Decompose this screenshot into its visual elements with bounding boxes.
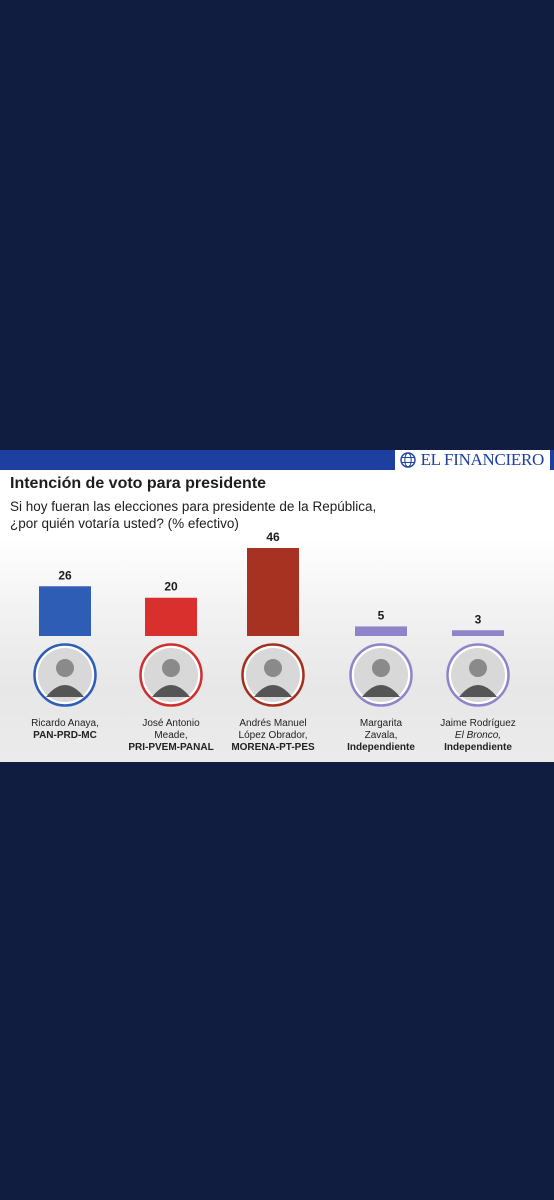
header-bar: EL FINANCIERO — [0, 450, 554, 470]
candidate-label-meade: José Antonio Meade, PRI-PVEM-PANAL — [128, 718, 214, 753]
bar-chart: 26 20 46 5 3 — [33, 530, 510, 707]
value-label-rodriguez: 3 — [475, 612, 482, 626]
subtitle-line-2: ¿por quién votaría usted? (% efectivo) — [10, 516, 239, 531]
avatar-icon — [139, 643, 203, 707]
infographic-card: EL FINANCIERO Intención de voto para pre… — [0, 450, 554, 762]
chart-subtitle: Si hoy fueran las elecciones para presid… — [10, 498, 530, 532]
avatar-icon — [241, 643, 305, 707]
bar-zavala — [355, 626, 407, 636]
chart-title: Intención de voto para presidente — [10, 475, 267, 492]
value-label-zavala: 5 — [378, 608, 385, 622]
subtitle-line-1: Si hoy fueran las elecciones para presid… — [10, 499, 377, 514]
candidate-label-amlo: Andrés Manuel López Obrador, MORENA-PT-P… — [231, 718, 315, 753]
brand-logo: EL FINANCIERO — [394, 450, 550, 470]
bar-rodriguez — [452, 630, 504, 636]
candidate-label-anaya: Ricardo Anaya, PAN-PRD-MC — [31, 718, 99, 741]
bar-anaya — [39, 586, 91, 636]
candidate-names: Ricardo Anaya, PAN-PRD-MC José Antonio M… — [0, 713, 554, 762]
bar-amlo — [247, 548, 299, 636]
avatar-icon — [446, 643, 510, 707]
avatar-icon — [349, 643, 413, 707]
avatar-icon — [33, 643, 97, 707]
value-label-anaya: 26 — [58, 568, 72, 582]
candidate-label-rodriguez: Jaime Rodríguez El Bronco, Independiente — [440, 718, 516, 753]
bar-meade — [145, 597, 197, 636]
candidate-label-zavala: Margarita Zavala, Independiente — [347, 718, 415, 753]
value-label-meade: 20 — [164, 580, 178, 594]
brand-name: EL FINANCIERO — [420, 450, 545, 469]
value-label-amlo: 46 — [266, 530, 280, 544]
globe-icon — [399, 452, 416, 468]
